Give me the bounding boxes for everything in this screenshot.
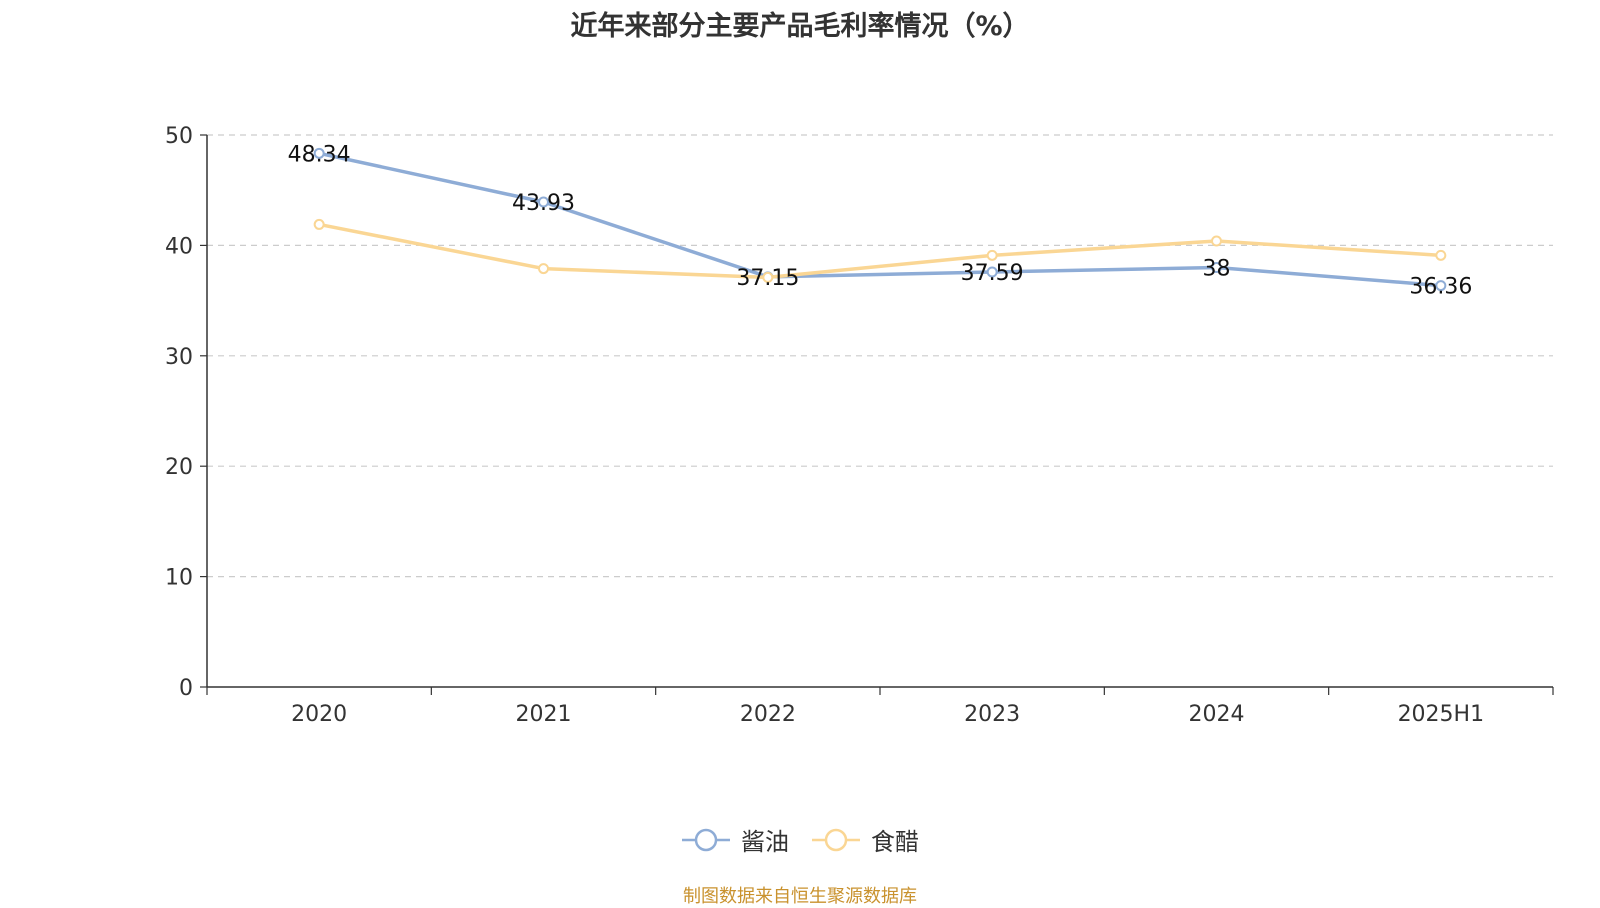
y-tick-label: 10 (165, 566, 193, 591)
x-tick-label: 2024 (1189, 702, 1245, 727)
legend-item[interactable]: 食醋 (811, 822, 919, 857)
data-point[interactable] (1211, 235, 1222, 247)
source-note: 制图数据来自恒生聚源数据库 (683, 886, 917, 907)
data-label: 37.15 (736, 266, 799, 291)
x-tick-label: 2022 (740, 702, 796, 727)
data-point[interactable] (313, 218, 325, 230)
legend-label: 食醋 (871, 828, 919, 856)
data-point[interactable] (1435, 249, 1447, 261)
data-labels: 48.34 43.93 37.15 37.59 38 36.36 (288, 142, 1473, 299)
data-point[interactable] (986, 266, 998, 278)
y-tick-label: 30 (165, 345, 193, 370)
data-point[interactable] (1211, 261, 1222, 273)
series-line-1 (317, 222, 1443, 280)
x-tick-label: 2020 (291, 702, 347, 727)
data-label: 48.34 (288, 142, 351, 167)
grid-lines (207, 134, 1553, 578)
data-label: 38 (1203, 256, 1231, 281)
legend-swatch-icon (812, 828, 860, 851)
y-tick-label: 40 (165, 234, 193, 259)
series-lines (313, 147, 1447, 292)
y-tick-label: 0 (179, 676, 193, 701)
data-point[interactable] (762, 271, 774, 283)
legend-swatch-icon (682, 828, 730, 851)
chart-title: 近年来部分主要产品毛利率情况（%） (570, 11, 1030, 42)
legend-label: 酱油 (741, 828, 789, 856)
data-label: 36.36 (1409, 275, 1472, 300)
series-line-0 (317, 151, 1443, 288)
data-label: 37.59 (961, 261, 1024, 286)
data-point[interactable] (538, 263, 549, 275)
axes: 0 10 20 30 40 50 2020 2021 2022 2023 2024 2025H1 (165, 124, 1554, 727)
legend-item[interactable]: 酱油 (681, 822, 789, 857)
data-point[interactable] (1435, 280, 1447, 292)
x-tick-label: 2021 (516, 702, 572, 727)
x-tick-label: 2025H1 (1398, 702, 1485, 727)
legend: 酱油 食醋 (0, 822, 1600, 857)
y-tick-label: 50 (165, 124, 193, 149)
data-point[interactable] (313, 147, 325, 159)
data-point[interactable] (538, 196, 549, 208)
x-tick-label: 2023 (964, 702, 1020, 727)
data-label: 43.93 (512, 191, 575, 216)
y-tick-label: 20 (165, 455, 193, 480)
data-point[interactable] (986, 249, 998, 261)
